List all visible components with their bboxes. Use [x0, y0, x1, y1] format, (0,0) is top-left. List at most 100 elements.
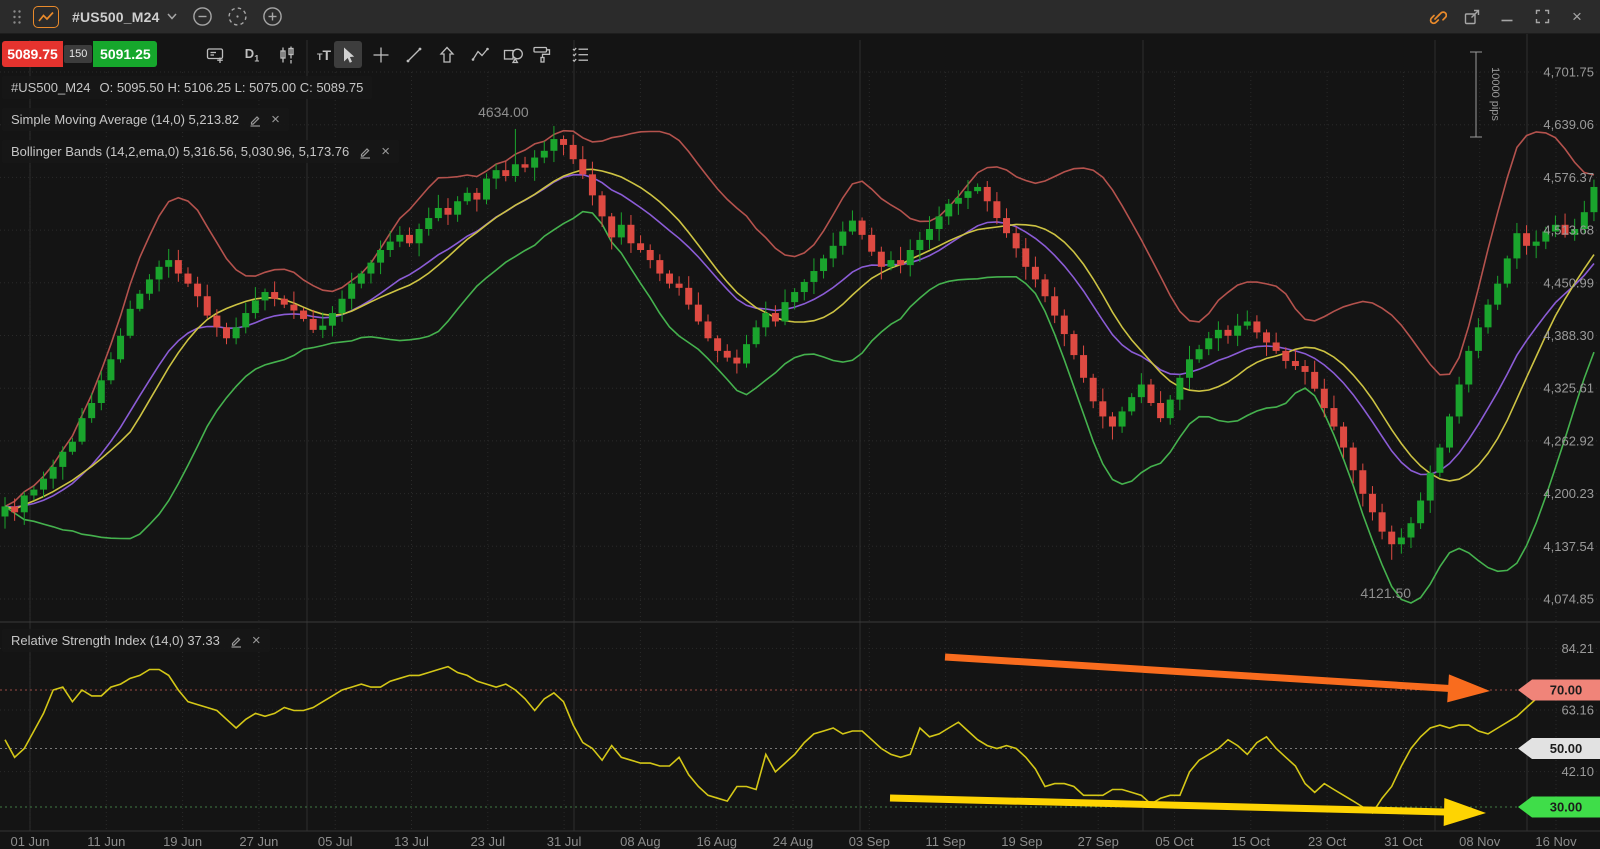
edit-bollinger-button[interactable]	[358, 145, 372, 159]
svg-text:70.00: 70.00	[1550, 683, 1583, 698]
svg-text:08 Aug: 08 Aug	[620, 834, 661, 849]
zoom-out-button[interactable]	[190, 4, 216, 30]
open-in-new-window-button[interactable]	[1459, 4, 1485, 30]
drawing-toolbar	[334, 41, 527, 68]
svg-text:11 Jun: 11 Jun	[87, 834, 125, 849]
legend-symbol: #US500_M24	[11, 80, 91, 95]
spread-badge: 150	[64, 45, 93, 63]
new-order-panel-button[interactable]	[202, 41, 230, 68]
chart-canvas[interactable]: 4634.00 4121.50 10000 pips 4,701.75 4,639.0…	[0, 34, 1600, 849]
text-size-button[interactable]: TT	[310, 41, 338, 68]
annotations-layer: 4634.00 4121.50 10000 pips	[478, 51, 1501, 601]
svg-text:01 Jun: 01 Jun	[10, 834, 49, 849]
price-axis[interactable]: 4,701.75 4,639.06 4,576.37 4,513.68 4,450.99…	[1543, 65, 1594, 607]
trendline-tool-button[interactable]	[400, 41, 428, 68]
timeframe-button[interactable]: D1	[238, 41, 266, 68]
svg-text:31 Oct: 31 Oct	[1384, 834, 1423, 849]
svg-text:4,137.54: 4,137.54	[1543, 539, 1594, 554]
svg-text:13 Jul: 13 Jul	[394, 834, 429, 849]
svg-text:4,576.37: 4,576.37	[1543, 170, 1594, 185]
chart-settings-toolbar: D1 TT	[202, 41, 338, 68]
svg-text:05 Jul: 05 Jul	[318, 834, 353, 849]
pencil-icon	[231, 636, 241, 648]
svg-text:4,639.06: 4,639.06	[1543, 117, 1594, 132]
close-button[interactable]: ×	[1564, 4, 1590, 30]
close-icon: ×	[381, 143, 391, 160]
remove-rsi-button[interactable]: ×	[252, 633, 261, 648]
close-icon: ×	[1572, 7, 1582, 26]
sell-button[interactable]: 5089.75	[2, 41, 63, 67]
edit-sma-button[interactable]	[248, 113, 262, 127]
svg-text:03 Sep: 03 Sep	[849, 834, 890, 849]
svg-text:16 Aug: 16 Aug	[696, 834, 737, 849]
svg-text:27 Sep: 27 Sep	[1078, 834, 1119, 849]
pencil-icon	[250, 115, 261, 127]
sma-label: Simple Moving Average (14,0) 5,213.82	[11, 112, 240, 127]
close-icon: ×	[271, 111, 280, 128]
svg-text:16 Nov: 16 Nov	[1535, 834, 1577, 849]
candles-layer	[1, 125, 1598, 560]
drawn-arrows-layer[interactable]	[889, 653, 1490, 826]
svg-text:4,513.68: 4,513.68	[1543, 223, 1594, 238]
svg-text:4,388.30: 4,388.30	[1543, 328, 1594, 343]
date-axis[interactable]: 01 Jun 11 Jun 19 Jun 27 Jun 05 Jul 13 Jul 23 J…	[10, 834, 1577, 849]
svg-text:08 Nov: 08 Nov	[1459, 834, 1501, 849]
paint-roller-button[interactable]	[528, 41, 556, 68]
remove-bollinger-button[interactable]: ×	[381, 144, 390, 159]
svg-text:10000 pips: 10000 pips	[1489, 67, 1501, 121]
minimize-button[interactable]	[1494, 4, 1520, 30]
legend-rsi: Relative Strength Index (14,0) 37.33 ×	[2, 629, 270, 652]
svg-text:4,450.99: 4,450.99	[1543, 275, 1594, 290]
reset-scale-button[interactable]	[225, 4, 251, 30]
grid-layer	[0, 34, 1600, 832]
svg-text:4,325.61: 4,325.61	[1543, 381, 1594, 396]
bollinger-label: Bollinger Bands (14,2,ema,0) 5,316.56, 5…	[11, 144, 350, 159]
symbol-title: #US500_M24	[72, 8, 160, 25]
svg-text:24 Aug: 24 Aug	[773, 834, 814, 849]
symbol-selector[interactable]: #US500_M24	[72, 9, 177, 25]
arrow-tool-button[interactable]	[433, 41, 461, 68]
remove-sma-button[interactable]: ×	[271, 112, 280, 127]
quote-panel: 5089.75 150 5091.25	[2, 41, 158, 67]
chevron-down-icon	[167, 13, 177, 20]
svg-text:4121.50: 4121.50	[1360, 585, 1411, 601]
shapes-tool-button[interactable]	[499, 41, 527, 68]
legend-bollinger: Bollinger Bands (14,2,ema,0) 5,316.56, 5…	[2, 140, 400, 163]
legend-ohlc-values: O: 5095.50 H: 5106.25 L: 5075.00 C: 5089…	[99, 80, 364, 95]
svg-text:4,200.23: 4,200.23	[1543, 486, 1594, 501]
svg-text:19 Jun: 19 Jun	[163, 834, 202, 849]
svg-text:4,701.75: 4,701.75	[1543, 65, 1594, 80]
close-icon: ×	[251, 632, 261, 649]
svg-text:05 Oct: 05 Oct	[1155, 834, 1194, 849]
edit-rsi-button[interactable]	[229, 634, 243, 648]
zigzag-tool-button[interactable]	[466, 41, 494, 68]
svg-text:27 Jun: 27 Jun	[239, 834, 278, 849]
svg-text:50.00: 50.00	[1550, 741, 1583, 756]
rsi-axis[interactable]: 84.21 63.16 42.10 70.00 50.00 30.00	[1518, 641, 1600, 818]
chart-titlebar: #US500_M24	[0, 0, 1600, 34]
text-small-glyph: T	[316, 51, 323, 62]
objects-list-button[interactable]	[566, 41, 594, 68]
rsi-label: Relative Strength Index (14,0) 37.33	[11, 633, 220, 648]
drag-handle-icon[interactable]	[10, 4, 24, 30]
rsi-indicator-layer	[4, 665, 1595, 814]
svg-text:23 Jul: 23 Jul	[470, 834, 505, 849]
legend-ohlc: #US500_M24 O: 5095.50 H: 5106.25 L: 5075…	[2, 76, 373, 99]
svg-text:19 Sep: 19 Sep	[1001, 834, 1042, 849]
svg-text:4,074.85: 4,074.85	[1543, 592, 1594, 607]
cursor-tool-button[interactable]	[334, 41, 362, 68]
timeframe-letter: D	[244, 45, 255, 61]
svg-text:31 Jul: 31 Jul	[547, 834, 582, 849]
buy-button[interactable]: 5091.25	[93, 41, 158, 67]
crosshair-tool-button[interactable]	[367, 41, 395, 68]
link-chart-button[interactable]	[1424, 4, 1450, 30]
chart-logo-icon[interactable]	[33, 5, 59, 28]
fullscreen-button[interactable]	[1529, 4, 1555, 30]
chart-type-button[interactable]	[274, 41, 302, 68]
svg-text:84.21: 84.21	[1561, 641, 1594, 656]
indicator-lines-layer	[4, 129, 1595, 604]
svg-text:11 Sep: 11 Sep	[925, 834, 965, 849]
zoom-in-button[interactable]	[260, 4, 286, 30]
svg-text:4634.00: 4634.00	[478, 104, 529, 120]
